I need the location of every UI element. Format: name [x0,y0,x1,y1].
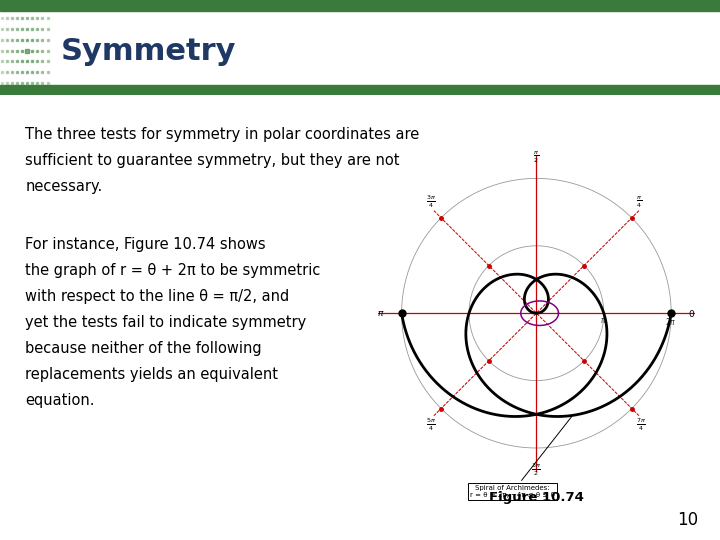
Text: $\pi$: $\pi$ [600,316,607,326]
Text: 10: 10 [678,511,698,529]
Text: Figure 10.74: Figure 10.74 [489,491,584,504]
Text: replacements yields an equivalent: replacements yields an equivalent [25,367,278,382]
Text: yet the tests fail to indicate symmetry: yet the tests fail to indicate symmetry [25,315,307,330]
Text: because neither of the following: because neither of the following [25,341,262,356]
Text: Spiral of Archimedes:
r = θ + 2π, −4π ≤ θ ≤ 0: Spiral of Archimedes: r = θ + 2π, −4π ≤ … [470,416,572,498]
Text: The three tests for symmetry in polar coordinates are: The three tests for symmetry in polar co… [25,127,420,142]
Text: the graph of r = θ + 2π to be symmetric: the graph of r = θ + 2π to be symmetric [25,263,320,278]
Text: $\pi$: $\pi$ [377,309,384,318]
Text: with respect to the line θ = π/2, and: with respect to the line θ = π/2, and [25,289,289,304]
Text: Symmetry: Symmetry [61,37,237,66]
Text: $\frac{7\pi}{4}$: $\frac{7\pi}{4}$ [636,416,647,433]
Text: $0$: $0$ [688,308,696,319]
Text: equation.: equation. [25,393,95,408]
Text: $2\pi$: $2\pi$ [665,316,677,327]
Text: $\frac{\pi}{2}$: $\frac{\pi}{2}$ [534,150,539,165]
Text: necessary.: necessary. [25,179,102,194]
Text: For instance, Figure 10.74 shows: For instance, Figure 10.74 shows [25,237,266,252]
Bar [0,85,720,94]
Bar [0,0,720,11]
Text: $\frac{\pi}{4}$: $\frac{\pi}{4}$ [636,195,642,210]
Text: $\frac{5\pi}{4}$: $\frac{5\pi}{4}$ [426,416,436,433]
Text: $\frac{3\pi}{4}$: $\frac{3\pi}{4}$ [426,193,436,210]
Text: sufficient to guarantee symmetry, but they are not: sufficient to guarantee symmetry, but th… [25,153,400,168]
Text: $\frac{3\pi}{2}$: $\frac{3\pi}{2}$ [531,462,541,478]
